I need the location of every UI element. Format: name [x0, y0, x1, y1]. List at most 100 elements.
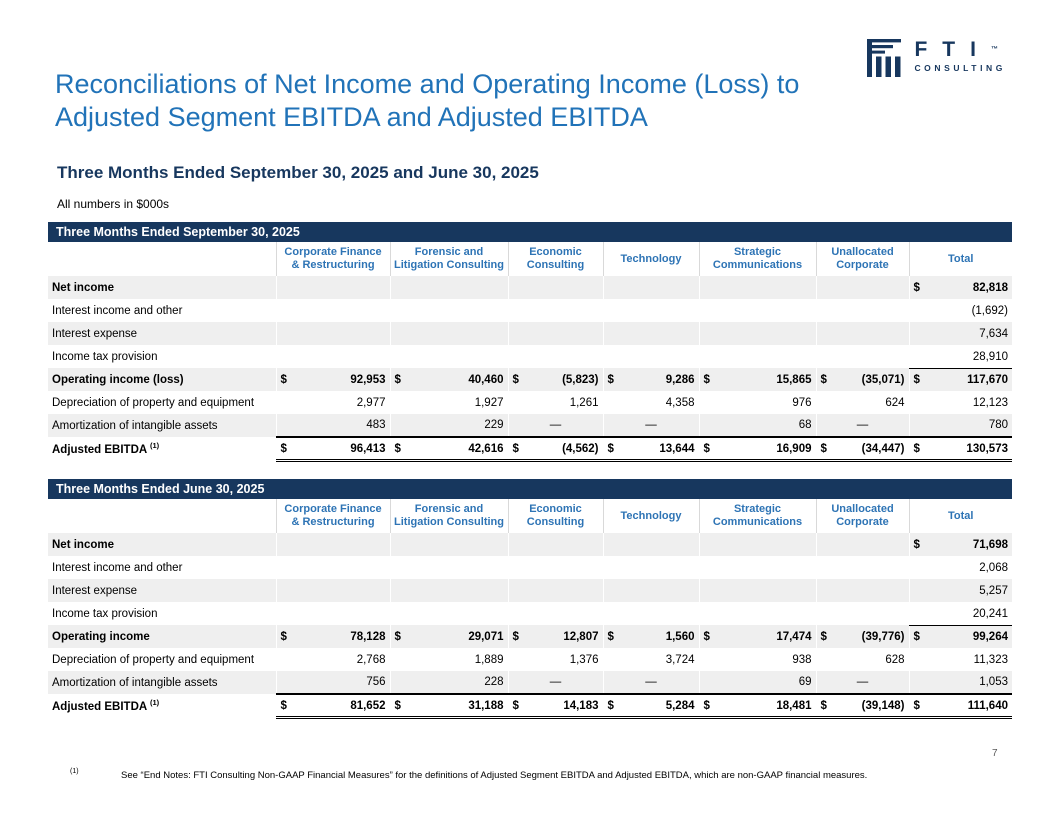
value-cell [275, 276, 390, 300]
value-cell [389, 276, 508, 300]
value-text: (5,823) [562, 373, 599, 386]
column-header: Strategic Communications [698, 242, 816, 277]
column-header: Technology [602, 499, 699, 534]
value-cell [275, 533, 390, 557]
currency-symbol: $ [512, 373, 519, 386]
value-cell: 780 [908, 414, 1012, 438]
table-september-30-2025: Three Months Ended September 30, 2025 Co… [48, 222, 1012, 462]
currency-symbol: $ [512, 630, 519, 643]
value-text: 12,123 [972, 396, 1008, 409]
value-cell: 756 [275, 671, 390, 695]
table-row: Adjusted EBITDA (1) $96,413 $42,616 $ (4,562… [48, 436, 1012, 462]
value-cell: 1,053 [908, 671, 1012, 695]
value-text: 92,953 [350, 373, 386, 386]
value-cell: 483 [275, 414, 390, 438]
row-label: Adjusted EBITDA (1) [52, 441, 160, 457]
value-text: 69 [798, 676, 812, 689]
value-cell [507, 299, 603, 323]
value-text: 99,264 [972, 631, 1008, 644]
value-text: 1,560 [665, 630, 695, 643]
currency-symbol: $ [394, 699, 401, 712]
value-text: 1,889 [474, 653, 504, 666]
value-cell: 938 [698, 648, 816, 672]
page-title: Reconciliations of Net Income and Operat… [55, 69, 800, 133]
value-text: 2,768 [356, 653, 386, 666]
value-cell: $92,953 [275, 368, 390, 392]
value-cell: $1,560 [602, 625, 699, 649]
value-cell [698, 345, 816, 369]
row-label: Amortization of intangible assets [48, 671, 276, 695]
column-header: Corporate Finance & Restructuring [275, 499, 390, 534]
currency-symbol: $ [913, 631, 920, 644]
value-text: 29,071 [468, 630, 504, 643]
value-text: 28,910 [972, 350, 1008, 363]
column-header-blank [48, 242, 276, 276]
value-cell [698, 579, 816, 603]
logo-subtext: CONSULTING [914, 63, 1006, 73]
currency-symbol: $ [512, 699, 519, 712]
currency-symbol: $ [394, 630, 401, 643]
currency-symbol: $ [280, 442, 287, 455]
value-cell [602, 533, 699, 557]
value-text: 13,644 [659, 442, 695, 455]
currency-symbol: $ [913, 281, 920, 294]
footnote-reference: (1) [149, 698, 160, 708]
currency-symbol: $ [913, 699, 920, 712]
value-cell [389, 602, 508, 626]
table-row: Interest income and other (1,692) [48, 299, 1012, 323]
value-cell [602, 276, 699, 300]
value-cell: — [507, 414, 603, 438]
fti-consulting-logo: FTI™ CONSULTING [866, 38, 1006, 78]
value-cell: $117,670 [908, 368, 1012, 392]
value-cell: 28,910 [908, 345, 1012, 369]
currency-symbol: $ [280, 699, 287, 712]
value-cell: 5,257 [908, 579, 1012, 603]
row-label: Net income [48, 533, 276, 557]
footnote-marker: (1) [70, 768, 79, 775]
column-header: Total [908, 242, 1012, 277]
value-text: — [856, 676, 869, 689]
value-text: 15,865 [776, 373, 812, 386]
value-text: (4,562) [562, 442, 599, 455]
value-cell: $82,818 [908, 276, 1012, 300]
value-cell: 20,241 [908, 602, 1012, 626]
row-label: Interest expense [48, 579, 276, 603]
value-cell: 68 [698, 414, 816, 438]
value-text: 628 [885, 653, 905, 666]
column-header: Forensic and Litigation Consulting [389, 499, 508, 534]
value-cell [507, 556, 603, 580]
value-cell: $17,474 [698, 625, 816, 649]
value-text: 483 [366, 419, 386, 432]
value-text: 780 [988, 419, 1008, 432]
value-text: 3,724 [665, 653, 695, 666]
column-header-row: Corporate Finance & Restructuring Forensic… [48, 499, 1012, 534]
table-row: Amortization of intangible assets 483 229 —… [48, 414, 1012, 438]
value-text: 11,323 [973, 653, 1008, 666]
value-cell [275, 345, 390, 369]
value-cell [275, 299, 390, 323]
value-cell: 1,376 [507, 648, 603, 672]
value-text: (1,692) [971, 304, 1008, 317]
currency-symbol: $ [703, 373, 710, 386]
value-text: 68 [798, 419, 812, 432]
value-cell: (1,692) [908, 299, 1012, 323]
value-cell [602, 345, 699, 369]
value-text: 229 [484, 419, 504, 432]
value-cell: $78,128 [275, 625, 390, 649]
value-cell: — [815, 671, 909, 695]
value-text: 18,481 [776, 699, 812, 712]
currency-symbol: $ [703, 442, 710, 455]
column-header: Economic Consulting [507, 499, 603, 534]
value-text: 5,284 [665, 699, 695, 712]
value-text: 16,909 [776, 442, 812, 455]
value-cell [602, 556, 699, 580]
value-cell [507, 533, 603, 557]
row-label: Interest expense [48, 322, 276, 346]
footnote-text: See “End Notes: FTI Consulting Non-GAAP … [121, 770, 868, 781]
value-cell [389, 345, 508, 369]
value-cell: $71,698 [908, 533, 1012, 557]
value-cell [275, 579, 390, 603]
value-cell [389, 556, 508, 580]
value-cell: — [602, 671, 699, 695]
value-cell: 3,724 [602, 648, 699, 672]
